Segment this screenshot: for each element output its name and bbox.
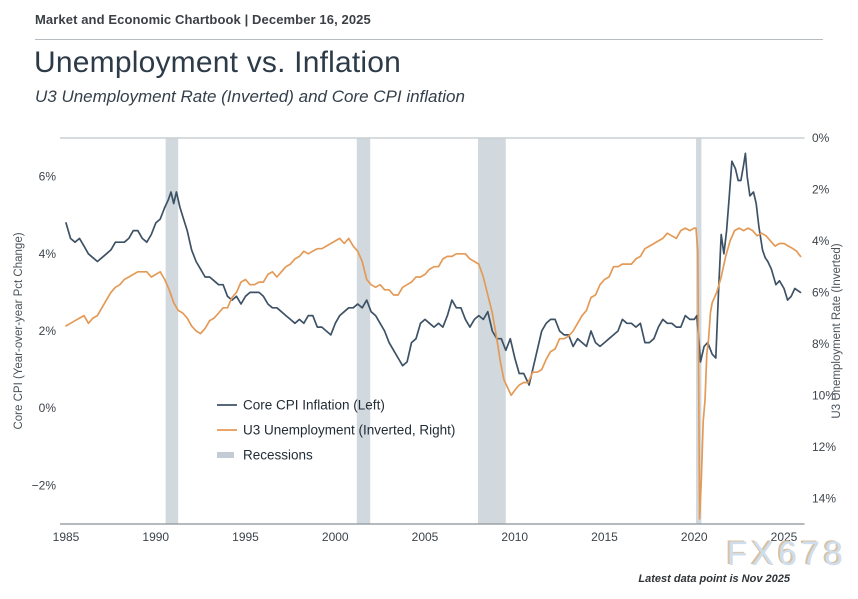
x-axis-tick-label: 2025 [771,530,798,544]
right-axis-tick-label: 2% [812,182,830,196]
header-divider [35,39,823,40]
right-axis-tick-label: 14% [812,491,836,505]
right-axis-tick-label: 4% [812,234,830,248]
x-axis-tick-label: 1990 [142,530,169,544]
legend-label: U3 Unemployment (Inverted, Right) [243,423,455,438]
left-axis-tick-label: 6% [39,170,57,184]
left-axis-tick-label: −2% [32,478,57,492]
legend-label: Core CPI Inflation (Left) [243,398,385,413]
x-axis-tick-label: 2005 [412,530,439,544]
x-axis-tick-label: 2020 [681,530,708,544]
unemployment-line [65,227,802,520]
chart-subtitle: U3 Unemployment Rate (Inverted) and Core… [35,87,465,106]
legend-label: Recessions [243,448,313,463]
legend-swatch-recessions [217,452,234,458]
recession-band [356,138,371,524]
right-axis-tick-label: 10% [812,388,836,402]
right-axis-tick-label: 6% [812,285,830,299]
chart-svg: 6% 4% 2% 0% −2% 0% 2% 4% 6% 8% 10% 12% 14% 1985 1990 19… [13,131,843,544]
core-cpi-line [65,152,802,386]
x-axis-tick-label: 2010 [501,530,528,544]
right-axis-tick-label: 8% [812,337,830,351]
chartbook-kicker: Market and Economic Chartbook | December… [35,12,371,27]
x-axis-tick-label: 1995 [232,530,259,544]
right-axis-tick-label: 12% [812,440,836,454]
right-axis-title: U3 Unemployment Rate (Inverted) [831,243,843,418]
left-axis-title: Core CPI (Year-over-year Pct Change) [13,232,25,429]
recession-band [165,138,179,524]
right-axis-tick-label: 0% [812,131,830,145]
watermark-fx678: FX678 [726,535,847,573]
x-axis-tick-label: 2015 [591,530,618,544]
left-axis-tick-label: 4% [39,247,57,261]
left-axis-tick-label: 2% [39,324,57,338]
left-axis-tick-label: 0% [39,401,57,415]
latest-data-note: Latest data point is Nov 2025 [638,573,790,585]
chart-area: 6% 4% 2% 0% −2% 0% 2% 4% 6% 8% 10% 12% 14% 1985 1990 19… [0,118,858,594]
page-title: Unemployment vs. Inflation [34,46,402,79]
x-axis-tick-label: 2000 [322,530,349,544]
x-axis-tick-label: 1985 [53,530,80,544]
